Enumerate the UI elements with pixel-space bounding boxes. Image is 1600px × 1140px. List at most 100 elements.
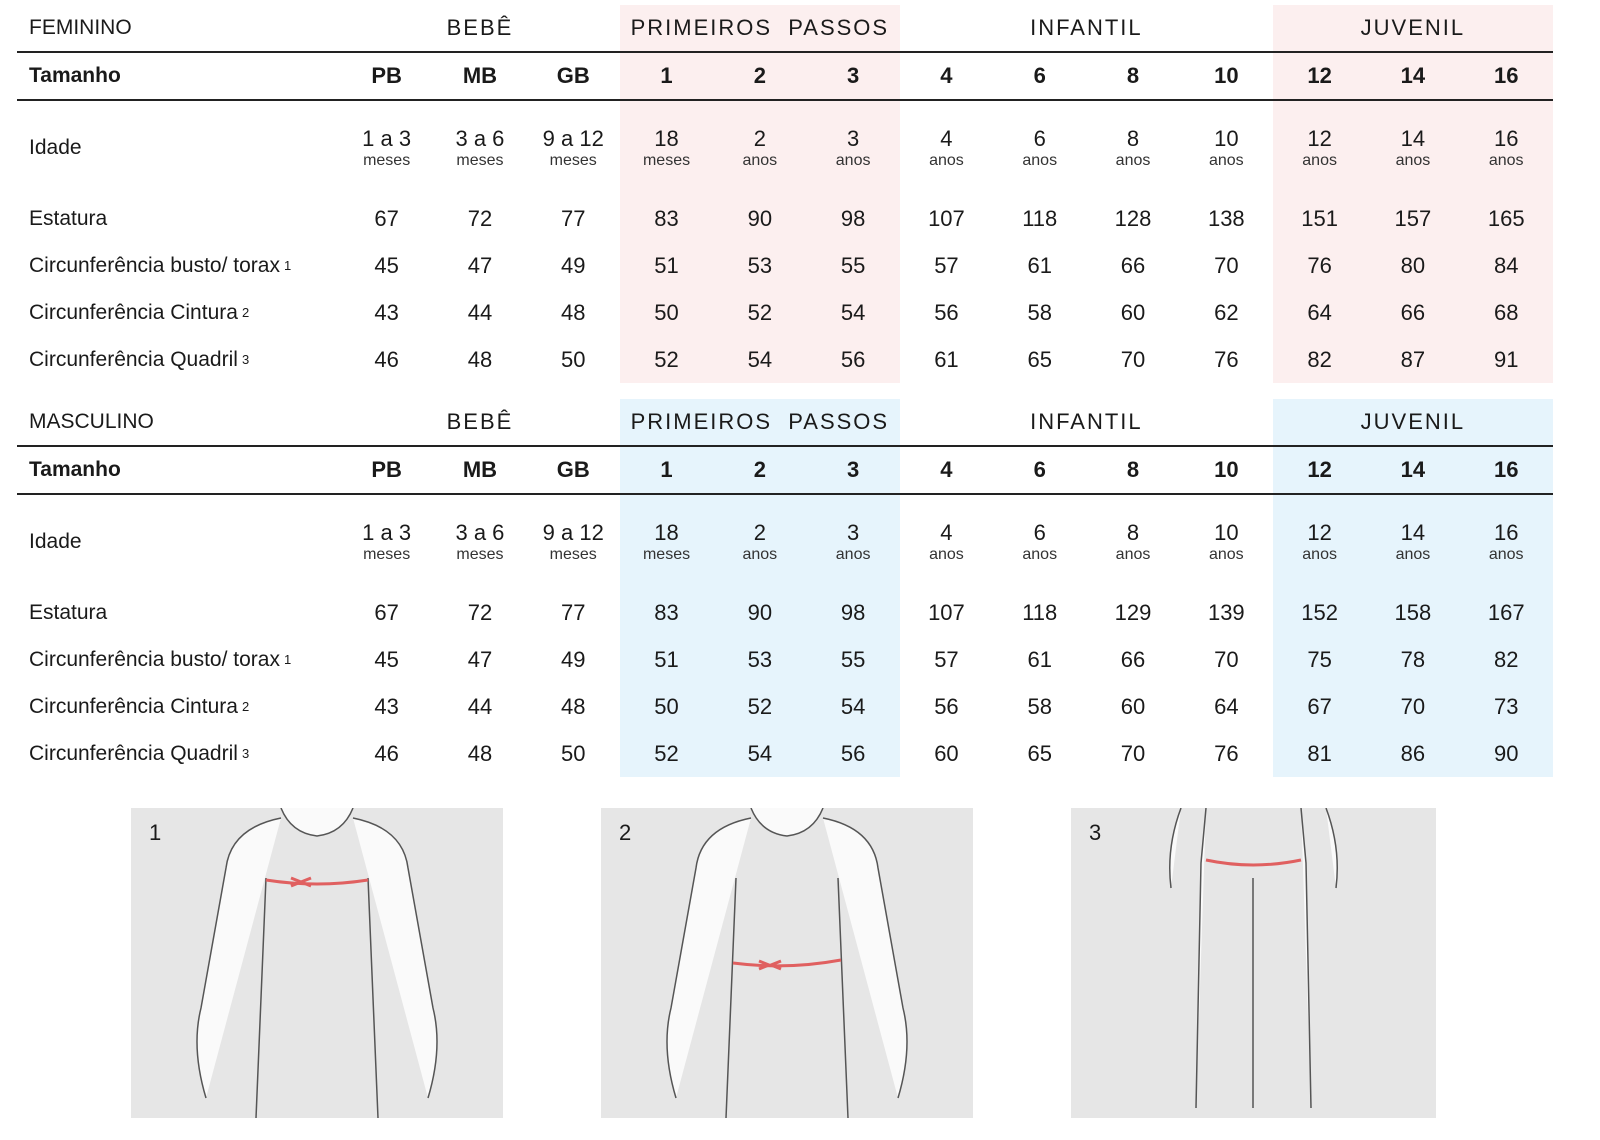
footnote-marker: 3: [241, 746, 250, 761]
measure-value: 70: [1120, 346, 1146, 372]
group-primeiros-passos: PRIMEIROS PASSOS: [619, 5, 900, 51]
age-cell: 14 anos: [1366, 101, 1460, 195]
measure-value: 70: [1214, 646, 1239, 672]
measure-value: 157: [1366, 195, 1460, 242]
size-cell: 16: [1459, 53, 1553, 99]
age-unit: meses: [363, 152, 411, 169]
age-cell: 16 anos: [1459, 495, 1553, 589]
age-value: 3 a 6: [455, 520, 505, 545]
age-unit: anos: [929, 152, 964, 169]
age-unit: anos: [835, 152, 871, 169]
measure-value: 86: [1366, 730, 1460, 777]
measure-value: 65: [1027, 346, 1052, 372]
size-cell: 3: [806, 447, 900, 493]
measure-value: 98: [806, 195, 900, 242]
footnote-marker: 1: [283, 258, 292, 273]
age-unit: anos: [1302, 152, 1337, 169]
measure-value: 47: [467, 646, 493, 672]
size-cell: 2: [713, 53, 807, 99]
measure-name: Circunferência busto/ torax: [29, 647, 280, 671]
measure-value: 70: [1366, 683, 1460, 730]
measure-value: 54: [713, 336, 807, 383]
age-cell: 3 anos: [806, 101, 900, 195]
group-bebe: BEBÊ: [446, 15, 514, 40]
age-value: 14: [1400, 126, 1426, 151]
measure-value: 83: [619, 195, 714, 242]
age-cell: 12 anos: [1272, 101, 1367, 195]
age-value: 3: [847, 520, 860, 545]
measure-value: 54: [806, 683, 900, 730]
age-value: 12: [1307, 126, 1332, 151]
size-cell: GB: [556, 63, 590, 88]
age-cell: 9 a 12 meses: [527, 101, 620, 195]
age-cell: 6 anos: [993, 101, 1086, 195]
age-row: Idade 1 a 3 meses 3 a 6 meses 9 a 12 meses 18 me…: [17, 495, 1553, 589]
measure-value: 57: [934, 646, 959, 672]
footnote-marker: 3: [241, 352, 250, 367]
measure-value: 72: [467, 599, 493, 625]
size-cell: 12: [1272, 447, 1367, 493]
measure-value: 61: [1027, 252, 1052, 278]
measure-value: 48: [467, 346, 493, 372]
measure-value: 80: [1366, 242, 1460, 289]
size-cell: MB: [462, 457, 498, 482]
age-cell: 2 anos: [713, 495, 807, 589]
measure-value: 57: [934, 252, 959, 278]
measure-value: 84: [1459, 242, 1553, 289]
measure-value: 66: [1120, 252, 1146, 278]
age-cell: 9 a 12 meses: [527, 495, 620, 589]
age-value: 4: [940, 520, 953, 545]
measure-value: 129: [1114, 599, 1152, 625]
size-cell: 12: [1272, 53, 1367, 99]
figure-number: 3: [1089, 820, 1102, 845]
measure-value: 107: [928, 599, 965, 625]
measure-row: Estatura 67 72 77 83 90 98 107 118 129 139 152 158 16…: [17, 589, 1553, 636]
measure-value: 64: [1272, 289, 1367, 336]
body-waist-illustration: [666, 808, 908, 1118]
age-cell: 1 a 3 meses: [340, 101, 433, 195]
age-unit: anos: [1115, 546, 1151, 563]
age-unit: anos: [1395, 546, 1431, 563]
age-unit: meses: [456, 152, 504, 169]
age-cell: 4 anos: [900, 101, 993, 195]
age-cell: 6 anos: [993, 495, 1086, 589]
measure-value: 76: [1272, 242, 1367, 289]
age-value: 9 a 12: [542, 126, 604, 151]
measure-value: 67: [374, 205, 399, 231]
measure-value: 81: [1272, 730, 1367, 777]
age-unit: anos: [1115, 152, 1151, 169]
footnote-marker: 2: [241, 699, 250, 714]
measure-label: Circunferência Cintura 2: [17, 683, 340, 730]
measure-value: 60: [1120, 299, 1146, 325]
size-cell: 1: [619, 53, 714, 99]
age-unit: anos: [1208, 546, 1244, 563]
size-cell: 1: [619, 447, 714, 493]
size-cell: PB: [371, 457, 402, 482]
measure-value: 83: [619, 589, 714, 636]
group-bebe: BEBÊ: [446, 409, 514, 434]
size-cell: 8: [1126, 457, 1140, 482]
age-value: 14: [1400, 520, 1426, 545]
age-cell: 14 anos: [1366, 495, 1460, 589]
age-value: 1 a 3: [362, 520, 412, 545]
measure-value: 52: [713, 683, 807, 730]
measure-row: Circunferência Quadril 3 46 48 50 52 54 56 60 65 7…: [17, 730, 1553, 777]
age-unit: anos: [1488, 152, 1524, 169]
measure-value: 167: [1459, 589, 1553, 636]
measure-value: 87: [1366, 336, 1460, 383]
age-unit: meses: [642, 546, 691, 563]
measure-value: 56: [934, 693, 959, 719]
measure-name: Circunferência Cintura: [29, 300, 238, 324]
measure-value: 90: [713, 195, 807, 242]
size-cell: 6: [1033, 457, 1046, 482]
measure-value: 52: [619, 730, 714, 777]
measure-value: 43: [374, 693, 399, 719]
size-cell: 16: [1459, 447, 1553, 493]
age-cell: 3 a 6 meses: [433, 495, 526, 589]
age-value: 4: [940, 126, 953, 151]
size-cell: 6: [1033, 63, 1046, 88]
measure-value: 55: [806, 242, 900, 289]
measure-value: 76: [1214, 346, 1239, 372]
age-value: 9 a 12: [542, 520, 604, 545]
age-cell: 12 anos: [1272, 495, 1367, 589]
